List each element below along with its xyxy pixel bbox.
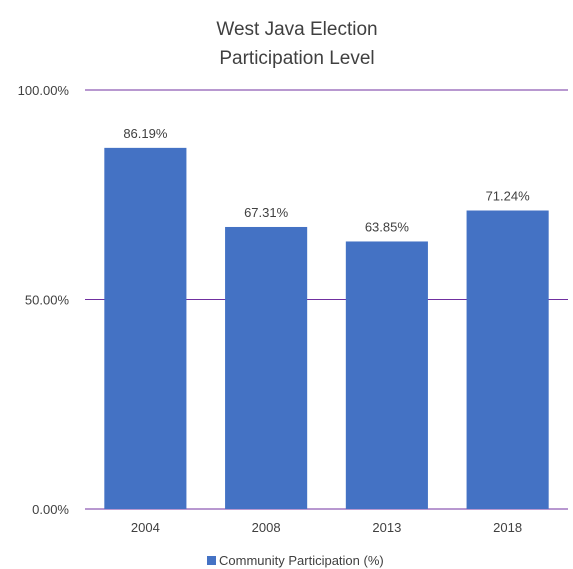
chart-title: West Java Election Participation Level — [216, 19, 377, 69]
data-label-2008: 67.31% — [244, 205, 289, 220]
bar-2008 — [225, 226, 308, 509]
bar-2013 — [345, 241, 428, 509]
y-tick-label: 50.00% — [25, 293, 70, 308]
data-label-2004: 86.19% — [123, 126, 168, 141]
legend: Community Participation (%) — [207, 553, 384, 568]
bars — [104, 147, 549, 510]
legend-label: Community Participation (%) — [219, 553, 384, 568]
data-label-2013: 63.85% — [365, 219, 410, 234]
bar-2018 — [466, 210, 549, 509]
y-tick-label: 100.00% — [18, 83, 70, 98]
legend-swatch — [207, 556, 216, 565]
y-axis-tick-labels: 0.00% 50.00% 100.00% — [18, 83, 70, 517]
x-tick-label-2013: 2013 — [372, 520, 401, 535]
chart-title-line-2: Participation Level — [219, 48, 374, 69]
x-tick-label-2004: 2004 — [131, 520, 160, 535]
bar-2004 — [104, 147, 187, 510]
data-labels: 86.19% 67.31% 63.85% 71.24% — [123, 126, 530, 235]
chart-title-line-1: West Java Election — [216, 19, 377, 40]
data-label-2018: 71.24% — [486, 189, 531, 204]
x-axis-tick-labels: 2004 2008 2013 2018 — [131, 520, 522, 535]
y-tick-label: 0.00% — [32, 502, 69, 517]
x-tick-label-2018: 2018 — [493, 520, 522, 535]
x-tick-label-2008: 2008 — [252, 520, 281, 535]
